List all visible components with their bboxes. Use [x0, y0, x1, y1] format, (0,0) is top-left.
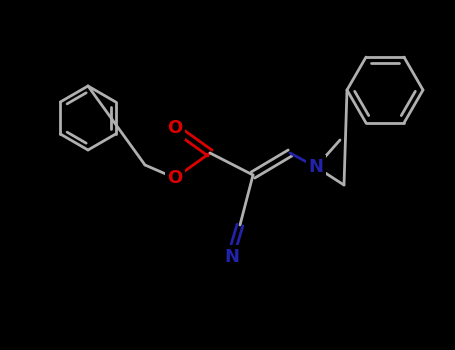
Text: N: N — [224, 248, 239, 266]
Text: N: N — [308, 158, 324, 176]
Text: O: O — [167, 119, 182, 137]
Text: O: O — [167, 169, 182, 187]
